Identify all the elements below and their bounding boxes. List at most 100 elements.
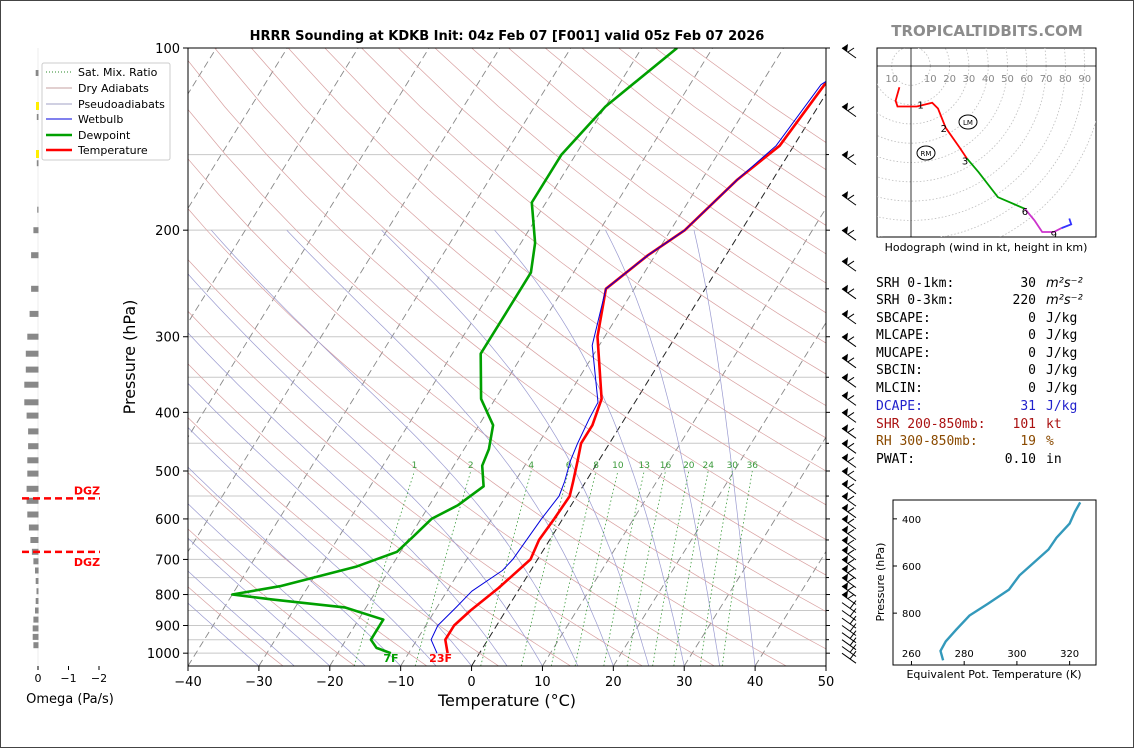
- mixing-ratio-label: 8: [593, 461, 599, 471]
- wind-barb-flag: [847, 549, 855, 555]
- omega-bar: [26, 485, 39, 492]
- hodograph-height-label: 1: [917, 101, 923, 112]
- hodograph-ring-label: 10: [885, 74, 898, 85]
- wind-barb-pennant: [842, 467, 848, 475]
- index-value: 0: [1028, 346, 1036, 361]
- wind-barb-pennant: [842, 102, 848, 111]
- wind-barb: [841, 391, 857, 406]
- y-tick-label: 700: [155, 553, 180, 568]
- wind-barb-flag: [847, 539, 855, 545]
- wind-barb: [841, 353, 857, 369]
- omega-bar: [36, 114, 39, 120]
- x-tick-label: 20: [605, 675, 622, 690]
- x-tick-label: −30: [245, 675, 272, 690]
- y-tick-label: 100: [155, 42, 180, 57]
- omega-marker-yellow: [36, 102, 39, 110]
- wind-barb: [841, 191, 857, 206]
- wind-barb-flag: [847, 483, 855, 489]
- hodograph-ring-label: 80: [1059, 74, 1072, 85]
- wind-barb: [841, 439, 857, 454]
- dry-adiabat: [188, 528, 356, 666]
- x-tick-label: 50: [818, 675, 835, 690]
- index-unit: in: [1046, 452, 1062, 467]
- wind-barb-pennant: [842, 453, 848, 462]
- wind-barb-flag: [847, 394, 855, 400]
- isotherm-line: [258, 48, 643, 666]
- wind-barb: [841, 545, 857, 561]
- index-value: 19: [1020, 434, 1036, 449]
- wind-barb: [841, 564, 857, 580]
- moist-adiabat: [494, 229, 685, 666]
- theta-e-x-tick-label: 280: [955, 649, 974, 660]
- legend-entry: Dewpoint: [78, 129, 131, 142]
- x-axis-label: Temperature (°C): [437, 691, 576, 710]
- dry-adiabat: [188, 109, 826, 612]
- index-label: SRH 0-3km:: [876, 293, 954, 308]
- series-line-wetbulb: [430, 80, 826, 654]
- moist-adiabat: [188, 382, 472, 666]
- moist-adiabat: [188, 427, 437, 666]
- index-label: SHR 200-850mb:: [876, 417, 986, 432]
- hodograph-area: [876, 47, 1097, 238]
- wind-barb: [841, 150, 857, 166]
- wind-barb-flag: [847, 585, 855, 591]
- index-label: SBCIN:: [876, 363, 923, 378]
- wind-barb-pennant: [842, 492, 848, 501]
- wind-barb: [841, 257, 857, 272]
- surface-temperature-label: 23F: [429, 652, 452, 665]
- omega-marker-yellow: [36, 150, 39, 158]
- moist-adiabat: [188, 466, 401, 666]
- mixing-ratio-line: [353, 470, 415, 666]
- hodograph-caption: Hodograph (wind in kt, height in km): [885, 241, 1088, 254]
- x-tick-label: −40: [174, 675, 201, 690]
- index-unit: %: [1046, 434, 1054, 449]
- moist-adiabat: [188, 602, 260, 666]
- theta-e-x-tick-label: 320: [1060, 649, 1079, 660]
- wind-barb-flag: [849, 615, 857, 625]
- omega-bar: [24, 399, 39, 406]
- mixing-ratio-label: 36: [747, 461, 759, 471]
- hodograph-height-label: 9: [1051, 230, 1057, 241]
- theta-e-line: [939, 501, 1082, 661]
- index-label: SBCAPE:: [876, 311, 931, 326]
- mixing-ratio-label: 4: [528, 461, 534, 471]
- wind-barb-flag: [847, 260, 855, 266]
- surface-dewpoint-label: 7F: [383, 652, 398, 665]
- wind-barb-flag: [847, 568, 855, 574]
- omega-bar: [27, 457, 39, 464]
- mixing-ratio-label: 13: [638, 461, 649, 471]
- hodograph-ring-label: 60: [1020, 74, 1033, 85]
- isotherm-line: [188, 48, 288, 210]
- omega-bar: [31, 252, 39, 259]
- legend-entry: Temperature: [77, 144, 148, 157]
- dry-adiabat: [188, 310, 643, 666]
- index-label: MLCIN:: [876, 381, 923, 396]
- mixing-ratio-line: [480, 470, 532, 666]
- wind-barb: [841, 555, 857, 570]
- wind-barb-pennant: [842, 408, 848, 417]
- index-unit: J/kg: [1046, 311, 1077, 326]
- index-unit: J/kg: [1046, 363, 1077, 378]
- omega-bar: [36, 588, 39, 595]
- moist-adiabat: [188, 332, 508, 666]
- omega-bar: [27, 511, 39, 518]
- moist-adiabat: [286, 229, 614, 666]
- brand-watermark: TROPICALTIDBITS.COM: [891, 22, 1083, 40]
- omega-bar: [35, 567, 39, 574]
- dgz-label: DGZ: [74, 556, 100, 569]
- wind-barb: [841, 226, 857, 241]
- omega-bar: [35, 607, 39, 614]
- index-label: MUCAPE:: [876, 346, 931, 361]
- omega-bar: [25, 350, 39, 357]
- wind-barb: [841, 536, 857, 551]
- wind-barb-flag: [849, 600, 857, 609]
- wind-barb-flag: [847, 194, 855, 200]
- isotherm-line: [188, 48, 359, 324]
- isotherm-line: [188, 48, 501, 553]
- theta-e-y-tick-label: 600: [902, 562, 921, 573]
- index-label: MLCAPE:: [876, 328, 931, 343]
- wind-barb: [841, 102, 857, 118]
- dry-adiabat: [251, 48, 826, 506]
- theta-e-y-tick-label: 800: [902, 609, 921, 620]
